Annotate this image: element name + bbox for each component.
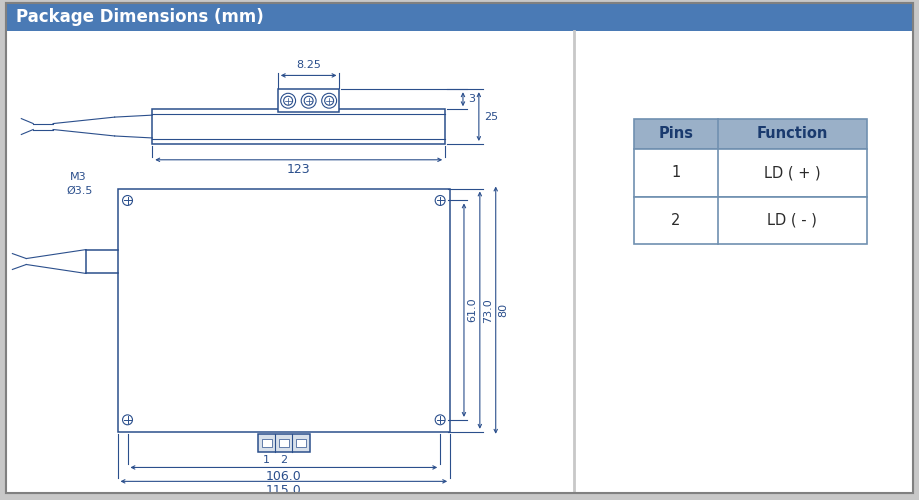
Text: Pins: Pins	[658, 126, 693, 142]
Text: 25: 25	[483, 112, 498, 122]
Bar	[278, 438, 289, 446]
Circle shape	[324, 96, 334, 105]
Circle shape	[322, 94, 336, 108]
Circle shape	[280, 94, 296, 108]
Bar	[6, 3, 913, 31]
Bar	[153, 109, 445, 144]
Text: Package Dimensions (mm): Package Dimensions (mm)	[17, 8, 264, 26]
Bar	[118, 188, 450, 432]
Text: 2: 2	[280, 454, 288, 464]
Text: 1: 1	[671, 165, 680, 180]
Text: Ø3.5: Ø3.5	[66, 186, 92, 196]
Circle shape	[304, 96, 313, 105]
Bar	[634, 119, 867, 149]
Bar	[258, 434, 310, 452]
Bar	[262, 438, 272, 446]
Circle shape	[122, 196, 132, 205]
Text: 123: 123	[287, 163, 311, 176]
Bar	[296, 438, 306, 446]
Text: 2: 2	[671, 213, 680, 228]
Circle shape	[301, 94, 316, 108]
Text: 106.0: 106.0	[266, 470, 301, 484]
Text: LD ( - ): LD ( - )	[767, 213, 817, 228]
Text: 1: 1	[263, 454, 270, 464]
Circle shape	[122, 415, 132, 425]
Text: 8.25: 8.25	[296, 60, 321, 70]
Circle shape	[284, 96, 292, 105]
Text: LD ( + ): LD ( + )	[764, 165, 821, 180]
Bar	[634, 149, 867, 196]
Bar	[278, 90, 339, 112]
Text: 61.0: 61.0	[467, 298, 477, 322]
Text: 3: 3	[468, 94, 475, 104]
Circle shape	[436, 415, 445, 425]
Text: 73.0: 73.0	[482, 298, 493, 322]
Text: 80: 80	[499, 303, 509, 317]
Circle shape	[436, 196, 445, 205]
Text: 115.0: 115.0	[266, 484, 301, 498]
Bar	[634, 196, 867, 244]
Text: M3: M3	[70, 172, 86, 181]
Text: Function: Function	[756, 126, 828, 142]
